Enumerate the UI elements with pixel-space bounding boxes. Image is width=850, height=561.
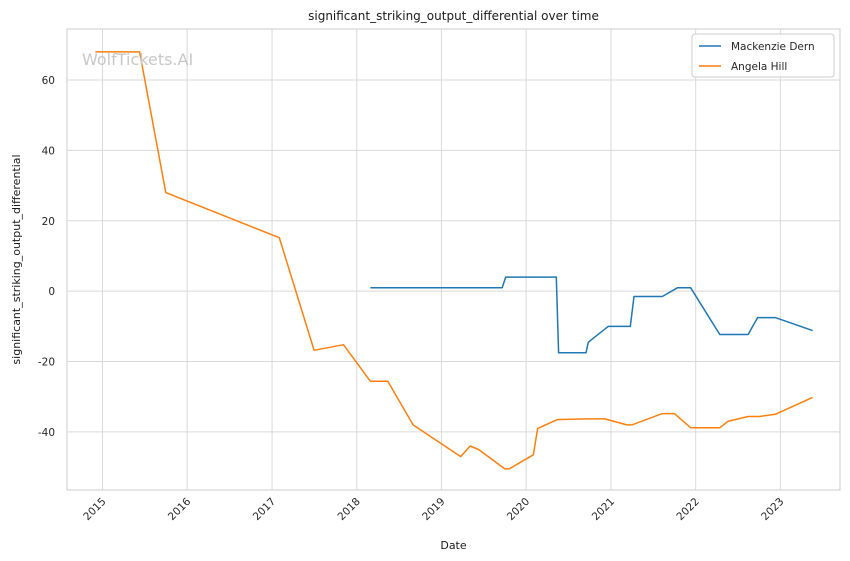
x-axis-label: Date xyxy=(440,539,467,552)
series-line-mackenzie-dern xyxy=(370,276,813,354)
y-axis-label: significant_striking_output_differential xyxy=(10,154,23,364)
legend-label-mackenzie-dern: Mackenzie Dern xyxy=(731,41,815,53)
series-layer xyxy=(95,51,813,470)
legend: Mackenzie Dern Angela Hill xyxy=(691,33,835,78)
x-tick-label: 2023 xyxy=(759,496,786,523)
watermark: WolfTickets.AI xyxy=(82,50,193,69)
x-tick-label: 2016 xyxy=(166,495,194,523)
y-tick-label: 20 xyxy=(42,216,55,228)
series-line-angela-hill xyxy=(95,51,813,470)
x-axis-ticks: 2015 2016 2017 2018 2019 2020 2021 2022 2023 xyxy=(81,495,786,523)
grid xyxy=(67,29,840,490)
y-tick-label: 60 xyxy=(42,75,55,87)
x-tick-label: 2015 xyxy=(81,496,108,523)
y-tick-label: 40 xyxy=(42,145,55,157)
x-tick-label: 2021 xyxy=(590,496,617,523)
x-tick-label: 2017 xyxy=(251,496,278,523)
y-axis-ticks: -40 -20 0 20 40 60 xyxy=(38,75,55,439)
chart-title: significant_striking_output_differential… xyxy=(308,9,599,23)
y-tick-label: -40 xyxy=(38,427,55,439)
plot-area xyxy=(66,28,841,491)
y-tick-label: -20 xyxy=(38,357,55,369)
x-tick-label: 2018 xyxy=(335,496,362,523)
x-tick-label: 2019 xyxy=(420,496,447,523)
legend-label-angela-hill: Angela Hill xyxy=(731,61,787,73)
x-tick-label: 2022 xyxy=(674,496,701,523)
x-tick-label: 2020 xyxy=(505,496,532,523)
y-tick-label: 0 xyxy=(48,286,55,298)
legend-box xyxy=(691,33,835,78)
